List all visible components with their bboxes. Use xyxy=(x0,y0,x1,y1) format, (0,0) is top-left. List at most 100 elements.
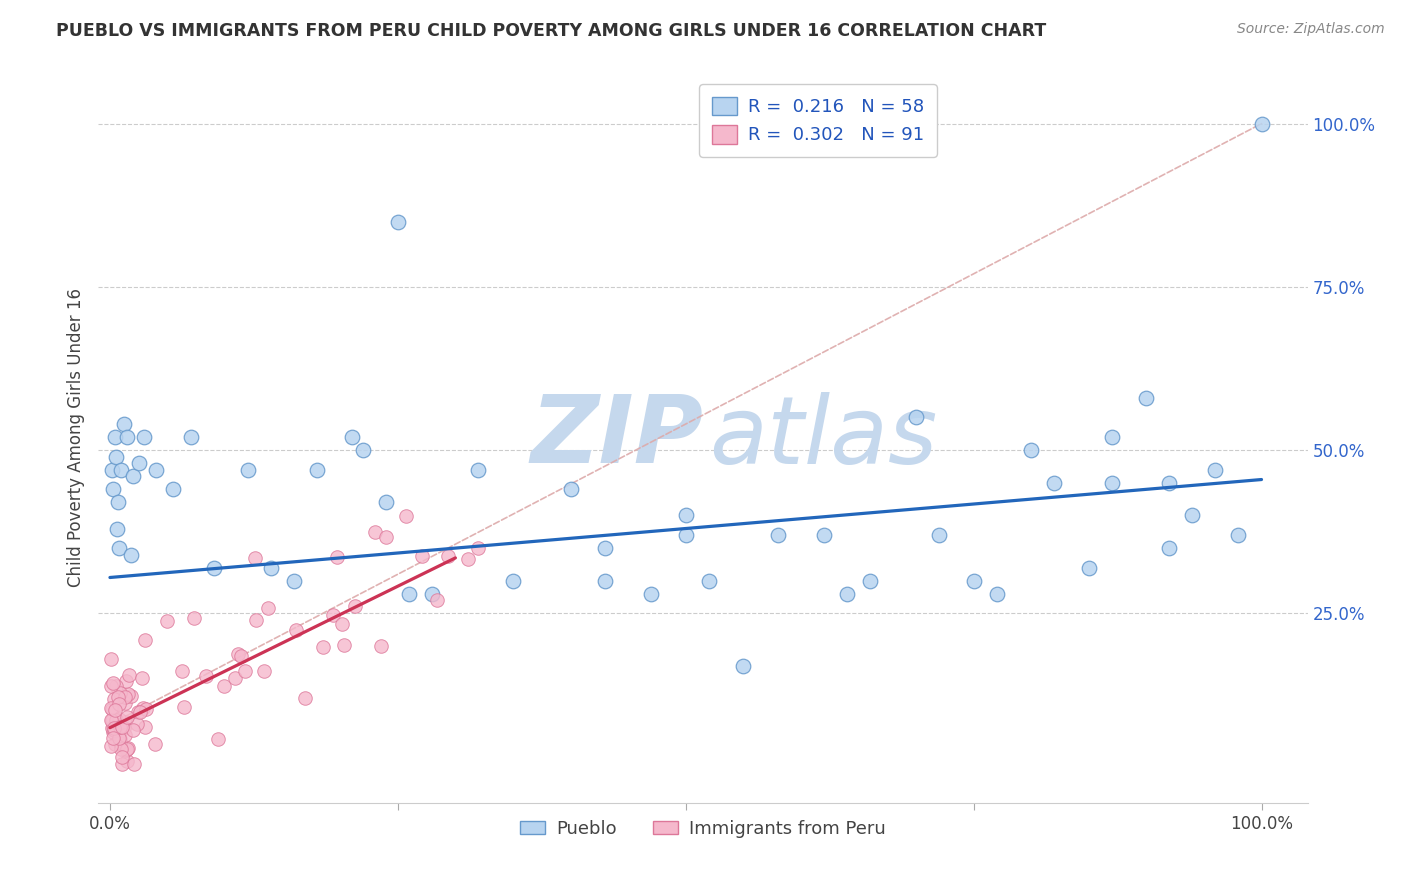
Point xyxy=(560,483,582,497)
Point xyxy=(101,721,124,735)
Point xyxy=(236,463,259,477)
Point xyxy=(245,614,267,628)
Point xyxy=(283,574,305,588)
Point xyxy=(103,721,125,735)
Text: atlas: atlas xyxy=(709,392,938,483)
Point xyxy=(986,587,1008,601)
Text: ZIP: ZIP xyxy=(530,391,703,483)
Point xyxy=(115,742,138,756)
Point xyxy=(467,463,489,477)
Point xyxy=(114,690,136,704)
Point xyxy=(173,699,195,714)
Point xyxy=(835,587,858,601)
Point xyxy=(114,714,136,729)
Point xyxy=(122,469,145,483)
Point xyxy=(226,648,249,662)
Point xyxy=(457,552,479,566)
Point xyxy=(111,720,134,734)
Point xyxy=(103,430,125,444)
Point xyxy=(115,430,138,444)
Point xyxy=(108,713,131,727)
Point xyxy=(104,450,127,464)
Point xyxy=(100,714,122,728)
Text: Source: ZipAtlas.com: Source: ZipAtlas.com xyxy=(1237,22,1385,37)
Point xyxy=(375,530,398,544)
Point xyxy=(108,697,131,711)
Point xyxy=(129,705,152,719)
Point xyxy=(103,483,125,497)
Point xyxy=(307,463,329,477)
Point xyxy=(105,713,128,727)
Point xyxy=(145,463,167,477)
Point xyxy=(212,680,235,694)
Point xyxy=(224,671,246,685)
Point xyxy=(103,721,125,735)
Point xyxy=(813,528,835,542)
Point xyxy=(928,528,950,542)
Text: PUEBLO VS IMMIGRANTS FROM PERU CHILD POVERTY AMONG GIRLS UNDER 16 CORRELATION CH: PUEBLO VS IMMIGRANTS FROM PERU CHILD POV… xyxy=(56,22,1046,40)
Point xyxy=(1181,508,1204,523)
Point xyxy=(593,574,616,588)
Point xyxy=(370,640,392,654)
Point xyxy=(395,508,418,523)
Point xyxy=(1135,391,1157,405)
Point xyxy=(108,541,131,555)
Point xyxy=(1101,430,1123,444)
Point xyxy=(422,587,444,601)
Point xyxy=(333,638,356,652)
Point xyxy=(284,624,307,638)
Point xyxy=(962,574,984,588)
Point xyxy=(467,541,489,556)
Point xyxy=(1250,117,1272,131)
Point xyxy=(114,696,136,710)
Point xyxy=(108,720,131,734)
Point xyxy=(733,658,755,673)
Point xyxy=(118,668,141,682)
Point xyxy=(110,463,132,477)
Point xyxy=(502,574,524,588)
Point xyxy=(233,665,256,679)
Point xyxy=(437,549,460,564)
Point xyxy=(426,593,449,607)
Point xyxy=(1077,560,1099,574)
Point xyxy=(253,664,276,678)
Point xyxy=(108,726,131,740)
Point xyxy=(105,521,128,535)
Point xyxy=(640,587,662,601)
Point xyxy=(207,731,229,746)
Point xyxy=(117,710,139,724)
Point xyxy=(697,574,720,588)
Point xyxy=(101,731,124,746)
Point xyxy=(117,740,139,755)
Point xyxy=(101,702,124,716)
Point xyxy=(766,528,789,542)
Point xyxy=(127,705,149,719)
Point xyxy=(100,739,122,754)
Point xyxy=(143,737,166,751)
Point xyxy=(103,723,125,737)
Point xyxy=(1043,475,1066,490)
Point xyxy=(330,616,353,631)
Point xyxy=(131,671,153,685)
Point xyxy=(105,679,128,693)
Point xyxy=(128,456,150,470)
Point xyxy=(172,665,194,679)
Point xyxy=(114,728,136,742)
Point xyxy=(593,541,616,555)
Point xyxy=(1204,463,1226,477)
Point xyxy=(1159,475,1181,490)
Point xyxy=(101,463,124,477)
Point xyxy=(115,754,138,768)
Point xyxy=(108,731,131,746)
Point xyxy=(134,720,156,734)
Point xyxy=(1159,541,1181,555)
Point xyxy=(1101,475,1123,490)
Point xyxy=(107,690,129,704)
Point xyxy=(229,648,252,663)
Point xyxy=(326,549,349,564)
Point xyxy=(675,528,697,542)
Point xyxy=(1227,528,1250,542)
Point xyxy=(104,703,127,717)
Point xyxy=(122,756,145,771)
Point xyxy=(343,599,366,614)
